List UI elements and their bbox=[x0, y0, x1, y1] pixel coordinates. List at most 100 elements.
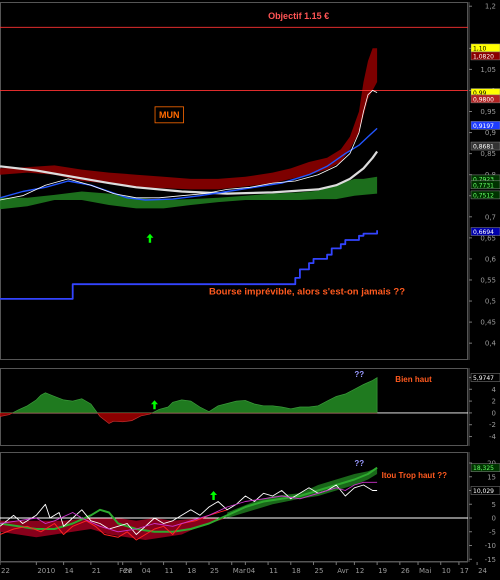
y-tick-label: 4 bbox=[492, 386, 497, 394]
value-box-label: 1,10 bbox=[473, 45, 487, 52]
y-tick-label: -5 bbox=[489, 528, 496, 536]
value-box: 0,7512 bbox=[470, 190, 500, 200]
x-tick-label: 25 bbox=[315, 567, 324, 575]
value-box: 1,10 bbox=[470, 43, 500, 52]
y-tick-label: -4 bbox=[489, 433, 497, 441]
value-box-bg bbox=[470, 190, 500, 200]
annotation-text: Itou Trop haut ?? bbox=[382, 471, 447, 480]
value-box-label: 0,9197 bbox=[473, 123, 494, 130]
y-tick-label: 0,6 bbox=[485, 255, 497, 263]
value-box: 0,9197 bbox=[470, 121, 500, 130]
series-osc-negative bbox=[0, 412, 378, 424]
y-tick-label: 0,9 bbox=[485, 129, 496, 137]
value-box-label: 0,8681 bbox=[473, 144, 494, 151]
x-tick-label: 10 bbox=[442, 567, 451, 575]
y-tick-label: 1,05 bbox=[480, 66, 496, 74]
up-arrow-icon bbox=[146, 233, 154, 243]
y-tick-label: 0,7 bbox=[485, 213, 496, 221]
panel-frame bbox=[0, 2, 468, 360]
x-tick-label: Mar bbox=[233, 567, 246, 575]
x-tick-label: 18 bbox=[292, 567, 301, 575]
value-box-label: 1,0820 bbox=[473, 53, 494, 60]
x-tick-label: 18 bbox=[187, 567, 196, 575]
chart-panels: 1,21,11,0510,950,90,850,80,750,70,650,60… bbox=[0, 2, 500, 564]
annotation-text: Objectif 1.15 € bbox=[268, 11, 329, 21]
value-box-bg bbox=[470, 141, 500, 151]
y-tick-label: 0 bbox=[492, 409, 496, 417]
value-box-bg bbox=[470, 486, 500, 495]
x-tick-label: 21 bbox=[92, 567, 101, 575]
value-box-bg bbox=[470, 180, 500, 190]
series-line_red bbox=[0, 509, 228, 541]
value-box-bg bbox=[470, 121, 500, 130]
annotation-text: MUN bbox=[159, 110, 180, 120]
series-line_magenta bbox=[0, 481, 378, 533]
value-box-label: 0,99 bbox=[473, 90, 487, 97]
x-tick-label: 25 bbox=[210, 567, 219, 575]
value-box: 0,7731 bbox=[470, 180, 500, 190]
x-tick-label: 12 bbox=[355, 567, 364, 575]
value-box-label: 10,029 bbox=[473, 488, 494, 495]
value-box: 0,8681 bbox=[470, 141, 500, 151]
band-red_fill bbox=[0, 518, 228, 540]
value-box-label: 5,9747 bbox=[473, 375, 494, 382]
panel-price: 1,21,11,0510,950,90,850,80,750,70,650,60… bbox=[0, 2, 500, 360]
annotation-text: Bien haut bbox=[395, 375, 432, 384]
value-box-label: 0,7731 bbox=[473, 182, 494, 189]
value-box-label: 0,7923 bbox=[473, 176, 494, 183]
value-box: 10,029 bbox=[470, 486, 500, 495]
series-ma_fast bbox=[0, 127, 378, 201]
x-tick-label: 22 bbox=[1, 567, 10, 575]
value-box-bg bbox=[470, 373, 500, 382]
x-tick-label: 24 bbox=[478, 567, 487, 575]
x-tick-label: 14 bbox=[65, 567, 74, 575]
panel-oscillator_1: 6420-2-45,9747??Bien haut bbox=[0, 368, 500, 446]
y-tick-label: 0,5 bbox=[485, 298, 496, 306]
value-box-label: 0,6694 bbox=[473, 229, 494, 236]
y-tick-label: 5 bbox=[492, 501, 496, 509]
y-tick-label: -15 bbox=[485, 556, 496, 564]
y-tick-label: -2 bbox=[489, 421, 496, 429]
value-box: 0,9800 bbox=[470, 94, 500, 104]
y-tick-label: 0 bbox=[492, 515, 496, 523]
x-tick-label: Fev bbox=[119, 567, 131, 575]
y-tick-label: 0,45 bbox=[480, 319, 496, 327]
x-tick-label: 11 bbox=[269, 567, 278, 575]
x-tick-label: 04 bbox=[246, 567, 255, 575]
value-box: 1,0820 bbox=[470, 51, 500, 61]
value-box: 0,6694 bbox=[470, 227, 500, 236]
value-box-bg bbox=[470, 94, 500, 104]
series-osc-positive bbox=[0, 376, 378, 413]
x-tick-label: 04 bbox=[142, 567, 151, 575]
series-ma_white bbox=[0, 90, 378, 201]
x-tick-label: Avr bbox=[337, 567, 349, 575]
value-box-label: 18,325 bbox=[473, 465, 494, 472]
value-box-bg bbox=[470, 463, 500, 472]
series-ma_slow bbox=[0, 150, 378, 195]
y-tick-label: 15 bbox=[487, 473, 496, 481]
x-tick-label: 17 bbox=[460, 567, 469, 575]
annotation-text: Bourse imprévible, alors s'est-on jamais… bbox=[209, 287, 405, 298]
series-signal_green bbox=[0, 466, 378, 533]
up-arrow-icon bbox=[150, 400, 158, 410]
panel-frame bbox=[0, 368, 468, 446]
x-tick-label: 19 bbox=[378, 567, 387, 575]
value-box: 5,9747 bbox=[470, 373, 500, 382]
y-tick-label: 0,65 bbox=[480, 234, 496, 242]
y-tick-label: 1,2 bbox=[485, 3, 496, 11]
annotation-text: ?? bbox=[354, 459, 364, 468]
y-tick-label: 0,4 bbox=[485, 340, 497, 348]
y-tick-label: 0,85 bbox=[480, 150, 496, 158]
x-tick-label: 11 bbox=[165, 567, 174, 575]
value-box-bg bbox=[470, 51, 500, 61]
y-tick-label: 2 bbox=[492, 398, 496, 406]
x-tick-label: Mai bbox=[419, 567, 431, 575]
band-green_cloud bbox=[0, 176, 378, 210]
annotation-text: ?? bbox=[354, 370, 364, 379]
band-green_fill bbox=[227, 467, 378, 518]
y-tick-label: -10 bbox=[485, 542, 496, 550]
